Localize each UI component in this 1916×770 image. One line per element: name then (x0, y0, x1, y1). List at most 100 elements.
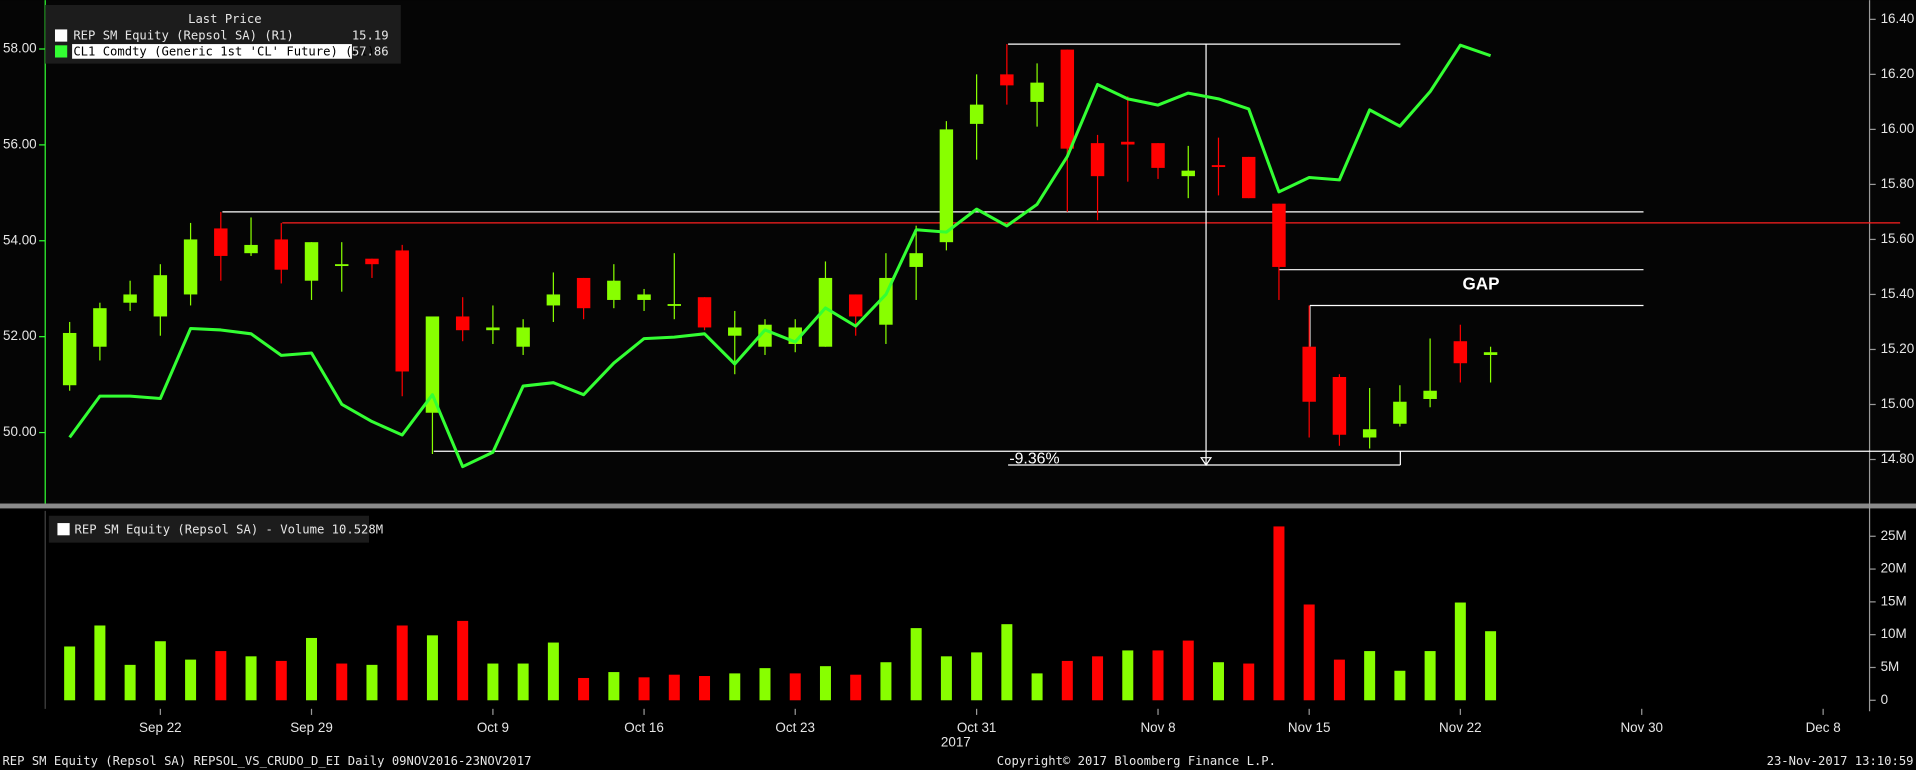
volume-legend-label: REP SM Equity (Repsol SA) - Volume 10.52… (75, 522, 384, 536)
volume-bar (1424, 651, 1436, 701)
candle-body (1393, 401, 1407, 424)
volume-bar (1485, 631, 1497, 701)
volume-bar (275, 660, 287, 701)
volume-bar (1454, 602, 1466, 701)
candle-body (425, 316, 440, 413)
candle-body (365, 258, 379, 265)
candle-body (1362, 429, 1377, 438)
year-label: 2017 (941, 735, 971, 750)
volume-bar (759, 668, 771, 701)
marks: 50.00 52.00 54.00 56.00 58.00 14.80 15.00 15.20… (3, 11, 1914, 750)
y2-tick-label: 15M (1881, 593, 1907, 608)
candle-body (939, 129, 954, 243)
panel-separator (0, 503, 1916, 509)
x-tick-label: Oct 16 (624, 720, 664, 735)
volume-bar (910, 628, 922, 701)
volume-bar (1182, 640, 1194, 701)
volume-bar (245, 656, 257, 701)
y-tick-label: 58.00 (3, 41, 37, 56)
legend-label: REP SM Equity (Repsol SA) (R1) (73, 29, 293, 43)
y-tick-label: 52.00 (3, 328, 37, 343)
y-tick-label: 50.00 (3, 424, 37, 439)
volume-bar (1243, 663, 1255, 701)
volume-bar (426, 635, 438, 701)
volume-bar (668, 674, 680, 701)
footer-left: REP SM Equity (Repsol SA) REPSOL_VS_CRUD… (2, 754, 531, 768)
legend-title: Last Price (188, 12, 261, 26)
candle-body (486, 327, 500, 331)
legend-value: 57.86 (352, 45, 389, 59)
y2-tick-label: 15.00 (1881, 396, 1915, 411)
volume-bar (1212, 662, 1224, 701)
candle-body (607, 280, 621, 300)
candle-body (909, 253, 923, 267)
x-tick-label: Nov 30 (1620, 720, 1663, 735)
candle-body (1272, 203, 1286, 267)
candle-body (848, 294, 863, 317)
volume-bar (608, 672, 620, 701)
volume-legend-box (48, 515, 370, 543)
volume-bar (185, 659, 197, 701)
candle-body (637, 294, 651, 300)
footer-right: 23-Nov-2017 13:10:59 (1767, 754, 1914, 768)
candle-body (183, 239, 198, 295)
candle-body (516, 327, 530, 347)
legend-highlight (72, 44, 352, 59)
candle-body (1332, 376, 1347, 435)
volume-bar (1364, 651, 1376, 701)
volume-bar (578, 677, 590, 701)
x-tick-label: Sep 29 (290, 720, 333, 735)
volume-bar (306, 637, 318, 701)
y-tick-label: 56.00 (3, 136, 37, 151)
price-panel (0, 0, 1916, 503)
volume-bar (971, 652, 983, 701)
x-tick-label: Oct 9 (477, 720, 509, 735)
legend-swatch (54, 29, 68, 42)
candle-body (667, 304, 682, 306)
volume-bar (1273, 526, 1285, 701)
line-series (68, 43, 1492, 469)
candle-body (335, 264, 349, 267)
y2-tick-label: 16.00 (1881, 121, 1915, 136)
candle-body (244, 244, 258, 254)
y2-tick-label: 0 (1881, 692, 1888, 707)
y2-tick-label: 15.60 (1881, 231, 1915, 246)
candle-body (1000, 74, 1014, 86)
x-tick-label: Oct 31 (957, 720, 997, 735)
volume-bar (517, 663, 529, 701)
candle-body (1181, 170, 1195, 177)
candle-body (1030, 82, 1044, 102)
volume-bar (940, 656, 952, 701)
candle-body (123, 294, 137, 303)
volume-bar (729, 673, 741, 701)
y2-tick-label: 25M (1881, 528, 1907, 543)
legend-value: 15.19 (352, 29, 389, 43)
candle-body (1302, 346, 1316, 402)
y2-tick-label: 14.80 (1881, 451, 1915, 466)
volume-bar (366, 664, 378, 701)
y2-tick-label: 16.20 (1881, 66, 1915, 81)
candle-body (1121, 141, 1135, 145)
volume-bar (880, 662, 892, 701)
legend-swatch (54, 45, 68, 58)
y2-tick-label: 20M (1881, 561, 1907, 576)
candle-body (728, 327, 742, 336)
candle-body (455, 316, 470, 331)
candle-body (818, 277, 833, 347)
volume-bar (64, 646, 76, 701)
volume-bar (699, 676, 711, 701)
volume-bar (487, 663, 499, 701)
volume-bar (396, 625, 408, 701)
candle-body (214, 228, 228, 256)
volume-bar (1122, 650, 1134, 701)
volume-bar (94, 625, 106, 701)
candle-body (1423, 390, 1437, 399)
candle-body (576, 277, 591, 309)
candle-body (153, 275, 168, 317)
y2-tick-label: 15.80 (1881, 176, 1915, 191)
volume-bar (1001, 624, 1013, 701)
y2-tick-label: 15.40 (1881, 286, 1915, 301)
volume-bar (124, 664, 136, 701)
